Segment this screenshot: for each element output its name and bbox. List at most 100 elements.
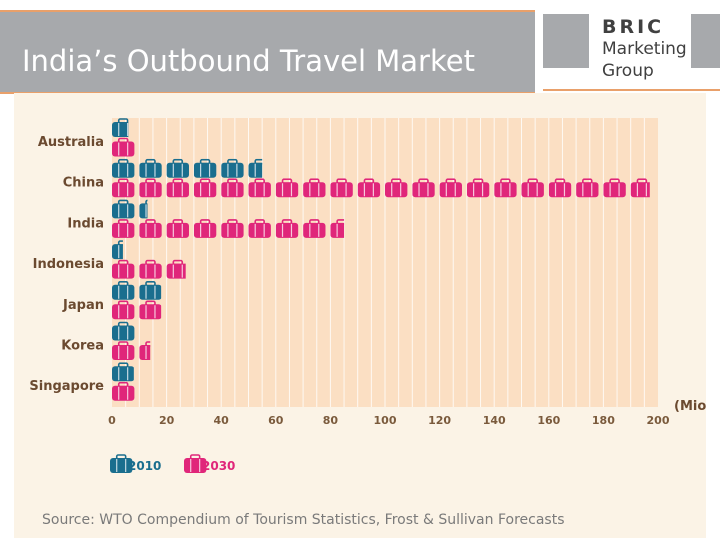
suitcase-icon: [275, 178, 299, 198]
suitcase-icon: [166, 219, 189, 238]
bar-2030: [112, 341, 151, 360]
x-tick-label: 80: [323, 414, 339, 427]
suitcase-icon: [548, 178, 572, 198]
x-tick-label: 20: [159, 414, 175, 427]
suitcase-icon: [166, 178, 189, 198]
suitcase-icon: [330, 219, 345, 238]
suitcase-icon: [112, 341, 135, 360]
suitcase-icon: [303, 178, 326, 198]
suitcase-icon: [112, 259, 135, 279]
source-note: Source: WTO Compendium of Tourism Statis…: [42, 512, 564, 528]
suitcase-icon: [112, 219, 135, 238]
logo-divider: [543, 89, 720, 91]
category-label: Japan: [62, 298, 104, 313]
suitcase-icon: [193, 178, 217, 198]
logo-block-left: [543, 14, 589, 68]
logo-line-2: Marketing: [602, 39, 687, 59]
suitcase-icon: [166, 259, 186, 279]
suitcase-icon: [112, 137, 135, 157]
bar-2010: [112, 240, 123, 260]
axis-unit-label: (Mio): [674, 399, 706, 414]
category-label: Korea: [61, 339, 104, 354]
suitcase-icon: [275, 219, 299, 238]
bar-2010: [112, 281, 162, 300]
bar-2030: [112, 300, 162, 320]
suitcase-icon: [112, 199, 135, 219]
legend-label: 2030: [202, 459, 235, 473]
x-tick-label: 200: [647, 414, 670, 427]
suitcase-icon: [139, 199, 148, 219]
category-label: Singapore: [29, 379, 104, 394]
x-tick-label: 100: [374, 414, 397, 427]
x-tick-label: 160: [537, 414, 560, 427]
suitcase-icon: [221, 178, 244, 198]
suitcase-icon: [494, 178, 517, 198]
category-label: India: [67, 216, 104, 231]
suitcase-icon: [248, 158, 263, 178]
suitcase-icon: [112, 321, 135, 341]
suitcase-icon: [193, 219, 217, 238]
suitcase-icon: [221, 158, 244, 178]
x-tick-label: 180: [592, 414, 615, 427]
x-tick-label: 140: [483, 414, 506, 427]
bar-2030: [112, 219, 345, 238]
bar-2010: [112, 118, 129, 137]
x-tick-label: 120: [428, 414, 451, 427]
bar-2030: [112, 178, 650, 198]
suitcase-icon: [248, 178, 271, 198]
suitcase-icon: [139, 341, 151, 360]
suitcase-icon: [412, 178, 435, 198]
suitcase-icon: [139, 259, 162, 279]
logo-line-3: Group: [602, 61, 654, 81]
suitcase-icon: [357, 178, 381, 198]
suitcase-icon: [139, 300, 162, 320]
suitcase-icon: [521, 178, 544, 198]
legend-label: 2010: [128, 459, 161, 473]
suitcase-icon: [112, 300, 135, 320]
x-tick-label: 40: [214, 414, 230, 427]
legend-suitcase-icon: [184, 454, 207, 473]
bar-2030: [112, 259, 186, 279]
category-label: Australia: [38, 135, 104, 150]
logo-block-right: [691, 14, 720, 68]
suitcase-icon: [112, 362, 134, 382]
suitcase-pictogram-chart: 0 20 40 60 80 100 120 140 160 180 200 (Mio) Australi…: [29, 118, 706, 528]
x-tick-label: 0: [108, 414, 116, 427]
title-bar: India’s Outbound Travel Market: [0, 10, 535, 94]
brand-logo: BRIC Marketing Group: [602, 16, 698, 82]
bar-2010: [112, 362, 134, 382]
suitcase-icon: [139, 281, 162, 300]
chart-panel: 0 20 40 60 80 100 120 140 160 180 200 (Mio) Australi…: [14, 93, 706, 538]
suitcase-icon: [603, 178, 626, 198]
suitcase-icon: [112, 158, 135, 178]
category-label: China: [63, 176, 104, 191]
suitcase-icon: [385, 178, 408, 198]
suitcase-icon: [139, 219, 162, 238]
bar-2010: [112, 158, 263, 178]
suitcase-icon: [166, 158, 189, 178]
suitcase-icon: [439, 178, 462, 198]
suitcase-icon: [193, 158, 217, 178]
slide-title: India’s Outbound Travel Market: [22, 44, 475, 78]
x-tick-label: 60: [268, 414, 284, 427]
suitcase-icon: [330, 178, 353, 198]
suitcase-icon: [466, 178, 490, 198]
suitcase-icon: [112, 178, 135, 198]
logo-line-1: BRIC: [602, 16, 665, 38]
bar-2030: [112, 137, 135, 157]
suitcase-icon: [112, 240, 123, 260]
bar-2010: [112, 321, 135, 341]
suitcase-icon: [248, 219, 271, 238]
legend-suitcase-icon: [110, 454, 133, 473]
suitcase-icon: [576, 178, 599, 198]
suitcase-icon: [630, 178, 650, 198]
bar-2010: [112, 199, 148, 219]
suitcase-icon: [139, 158, 162, 178]
bar-2030: [112, 381, 135, 401]
suitcase-icon: [112, 381, 135, 401]
suitcase-icon: [112, 281, 135, 300]
suitcase-icon: [221, 219, 244, 238]
suitcase-icon: [139, 178, 162, 198]
category-label: Indonesia: [33, 257, 104, 272]
suitcase-icon: [112, 118, 129, 137]
